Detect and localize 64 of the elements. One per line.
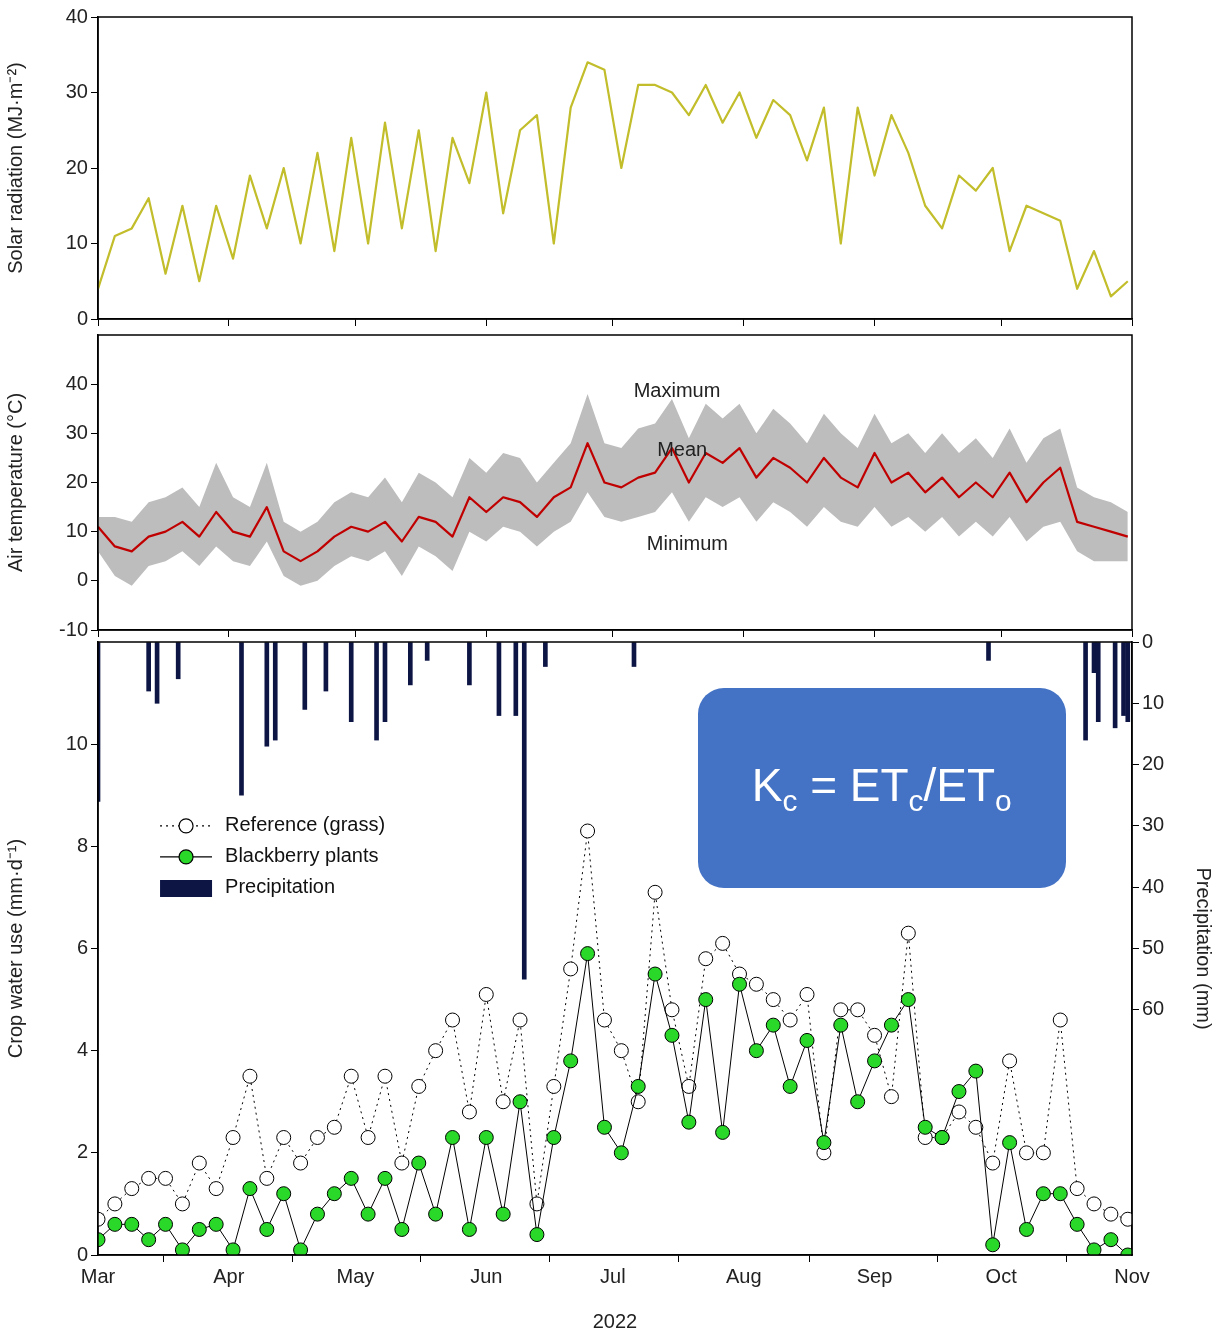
y-axis-title: Crop water use (mm·d⁻¹) [3, 838, 26, 1059]
legend-label: Blackberry plants [225, 844, 379, 867]
y-tick-label: 30 [65, 420, 88, 443]
y-tick-label: 6 [76, 936, 88, 959]
y-tick-label: 40 [65, 4, 88, 27]
y2-tick-label: 30 [1142, 813, 1165, 836]
y-tick-label: -10 [59, 617, 88, 640]
y-tick-label: 30 [65, 80, 88, 103]
bar [272, 642, 278, 741]
y-tick-label: 8 [76, 833, 88, 856]
legend-label: Precipitation [225, 875, 336, 898]
y-tick-label: 0 [76, 568, 88, 591]
y2-tick-label: 50 [1142, 936, 1165, 959]
y-tick-label: 10 [65, 731, 88, 754]
bar [239, 642, 244, 796]
y2-tick-label: 40 [1142, 874, 1165, 897]
x-tick-label: Apr [213, 1264, 245, 1287]
x-tick-label: Aug [725, 1264, 762, 1287]
bar [407, 642, 413, 686]
y2-tick-label: 10 [1142, 690, 1165, 713]
bar [374, 642, 379, 741]
y2-tick-label: 0 [1142, 629, 1154, 652]
y-tick-label: 4 [76, 1038, 88, 1061]
bar [348, 642, 354, 723]
y-tick-label: 10 [65, 519, 88, 542]
bar [543, 642, 548, 667]
bar [1083, 642, 1088, 741]
y-tick-label: 20 [65, 470, 88, 493]
y-tick-label: 20 [65, 155, 88, 178]
annotation: Mean [657, 437, 708, 460]
bar [302, 642, 308, 710]
y2-tick-label: 20 [1142, 752, 1165, 775]
bar [513, 642, 519, 716]
y-tick-label: 10 [65, 231, 88, 254]
x-tick-label: Sep [856, 1264, 893, 1287]
y2-axis-title: Precipitation (mm) [1193, 867, 1216, 1030]
y2-tick-label: 60 [1142, 997, 1165, 1020]
y-axis-title: Air temperature (°C) [3, 392, 26, 573]
bar [264, 642, 270, 747]
annotation: K$_{c}$ = ET$_{c}$/ET$_{o}$ [751, 757, 1012, 819]
y-axis-title: Solar radiation (MJ·m⁻²) [3, 62, 26, 274]
bar [986, 642, 991, 661]
formula-box: K$_{c}$ = ET$_{c}$/ET$_{o}$ [697, 687, 1066, 888]
x-tick-label: Nov [1114, 1264, 1150, 1287]
bar [424, 642, 430, 661]
y-tick-label: 0 [76, 306, 88, 329]
x-tick-label: Jun [470, 1264, 503, 1287]
bar [1095, 642, 1101, 723]
annotation: Maximum [633, 378, 721, 401]
x-tick-label: Mar [80, 1264, 116, 1287]
x-axis-title: 2022 [592, 1309, 638, 1332]
bar [521, 642, 527, 980]
annotation: Minimum [646, 531, 728, 554]
bar [1125, 642, 1131, 723]
bar [146, 642, 151, 692]
y-tick-label: 2 [76, 1140, 88, 1163]
bar [467, 642, 472, 686]
legend-label: Reference (grass) [225, 813, 386, 836]
y-tick-label: 40 [65, 371, 88, 394]
y-tick-label: 0 [76, 1242, 88, 1265]
x-tick-label: Oct [985, 1264, 1018, 1287]
x-tick-label: May [336, 1264, 375, 1287]
x-tick-label: Jul [600, 1264, 626, 1287]
bar [175, 642, 181, 680]
